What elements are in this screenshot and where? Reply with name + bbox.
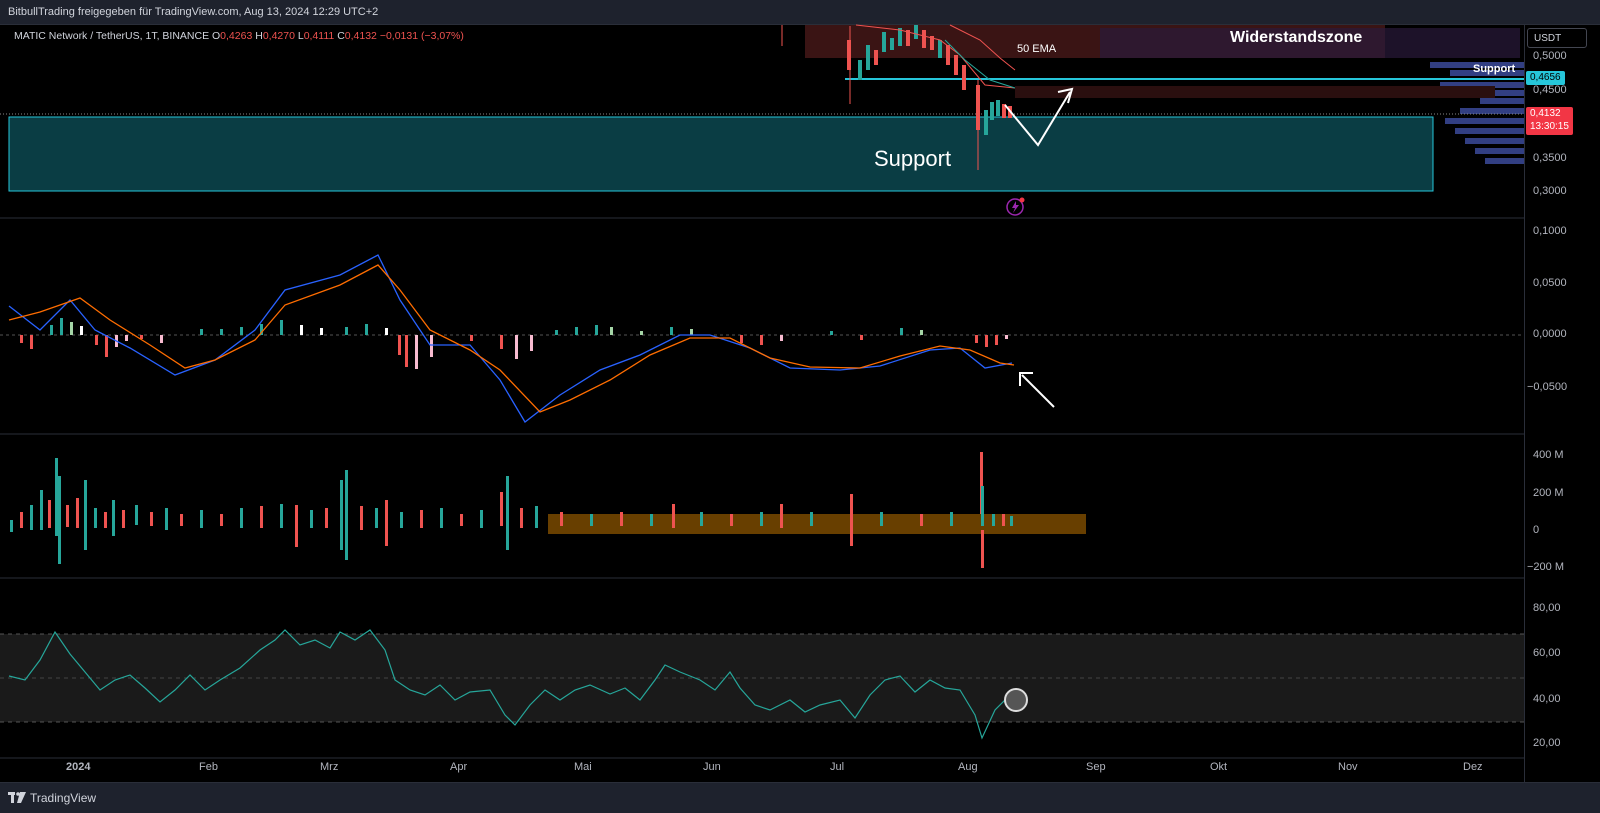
time-label: Jul: [830, 761, 845, 773]
change-value: −0,0131 (−3,07%): [379, 30, 464, 42]
rsi-line[interactable]: [8, 629, 1016, 740]
close-label: C: [337, 30, 345, 42]
high-value: 0,4270: [262, 30, 295, 42]
time-label: Okt: [1210, 761, 1228, 773]
time-label: Sep: [1086, 761, 1106, 773]
macd-tick: 0,0500: [1533, 277, 1567, 289]
brand-name: TradingView: [30, 791, 97, 805]
price-tick: 0,3000: [1533, 185, 1567, 197]
support-price-tag[interactable]: 0,4656: [1526, 71, 1565, 85]
close-value: 0,4132: [344, 30, 377, 42]
volume-zone[interactable]: [548, 514, 1086, 534]
ema-short-line[interactable]: [855, 24, 1016, 89]
macd-tick: 0,1000: [1533, 225, 1567, 237]
projection-arrowhead: [1057, 87, 1074, 104]
macd-tick: 0,0000: [1533, 328, 1567, 340]
candle-countdown: 13:30:15: [1530, 121, 1569, 132]
order-block: [1015, 86, 1495, 98]
currency-button[interactable]: USDT: [1527, 28, 1587, 48]
open-value: 0,4263: [220, 30, 253, 42]
volume-tick: −200 M: [1527, 561, 1564, 573]
symbol-legend[interactable]: MATIC Network / TetherUS, 1T, BINANCE O0…: [14, 30, 464, 42]
volume-bars[interactable]: [10, 452, 1013, 568]
event-lightning-icon[interactable]: [1006, 197, 1025, 216]
symbol-name[interactable]: MATIC Network / TetherUS, 1T, BINANCE: [14, 30, 210, 42]
time-label: Aug: [958, 761, 978, 773]
high-label: H: [255, 30, 263, 42]
time-label: Mrz: [320, 761, 339, 773]
last-price-tag[interactable]: 0,4132 13:30:15: [1526, 107, 1573, 135]
resistance-zone-label[interactable]: Widerstandszone: [1230, 29, 1363, 46]
time-label: Nov: [1338, 761, 1358, 773]
support-line-label[interactable]: Support: [1473, 63, 1516, 75]
rsi-highlight-circle[interactable]: [1004, 688, 1028, 712]
signal-line[interactable]: [8, 264, 1015, 413]
volume-tick: 400 M: [1533, 449, 1564, 461]
ema-label[interactable]: 50 EMA: [1017, 43, 1057, 55]
last-price-value: 0,4132: [1530, 108, 1561, 119]
time-label: Dez: [1463, 761, 1483, 773]
chart-share-title: BitbullTrading freigegeben für TradingVi…: [8, 6, 379, 18]
support-zone-label[interactable]: Support: [874, 146, 952, 171]
open-label: O: [212, 30, 221, 42]
volume-tick: 200 M: [1533, 487, 1564, 499]
ema-green-line[interactable]: [944, 39, 1016, 89]
price-tick: 0,4500: [1533, 84, 1567, 96]
time-label: Mai: [574, 761, 592, 773]
projection-arrow[interactable]: [1004, 91, 1071, 147]
support-zone[interactable]: [8, 116, 1434, 192]
price-axis[interactable]: [1524, 25, 1600, 782]
volume-profile: [1430, 62, 1524, 164]
rsi-tick: 40,00: [1533, 693, 1561, 705]
low-value: 0,4111: [303, 30, 335, 42]
volume-tick: 0: [1533, 524, 1540, 536]
macd-tick: −0,0500: [1527, 381, 1568, 393]
price-candles[interactable]: [781, 25, 1012, 170]
tradingview-logo[interactable]: TradingView: [8, 791, 96, 805]
bottom-bar: TradingView: [0, 782, 1600, 813]
ema-50-line[interactable]: [949, 24, 1016, 71]
top-bar: BitbullTrading freigegeben für TradingVi…: [0, 0, 1600, 25]
time-label: Jun: [703, 761, 721, 773]
macd-arrowhead: [1019, 372, 1033, 386]
low-label: L: [297, 30, 304, 42]
macd-histogram[interactable]: [20, 318, 1008, 369]
tradingview-logo-icon: [8, 792, 26, 803]
time-label: 2024: [66, 761, 91, 773]
price-tick: 0,3500: [1533, 152, 1567, 164]
macd-arrow[interactable]: [1021, 374, 1055, 408]
rsi-tick: 60,00: [1533, 647, 1561, 659]
volume-profile-upper: [1100, 28, 1520, 58]
time-label: Feb: [199, 761, 218, 773]
time-label: Apr: [450, 761, 468, 773]
macd-line[interactable]: [8, 254, 1013, 423]
rsi-tick: 20,00: [1533, 737, 1561, 749]
rsi-tick: 80,00: [1533, 602, 1561, 614]
price-tick: 0,5000: [1533, 50, 1567, 62]
